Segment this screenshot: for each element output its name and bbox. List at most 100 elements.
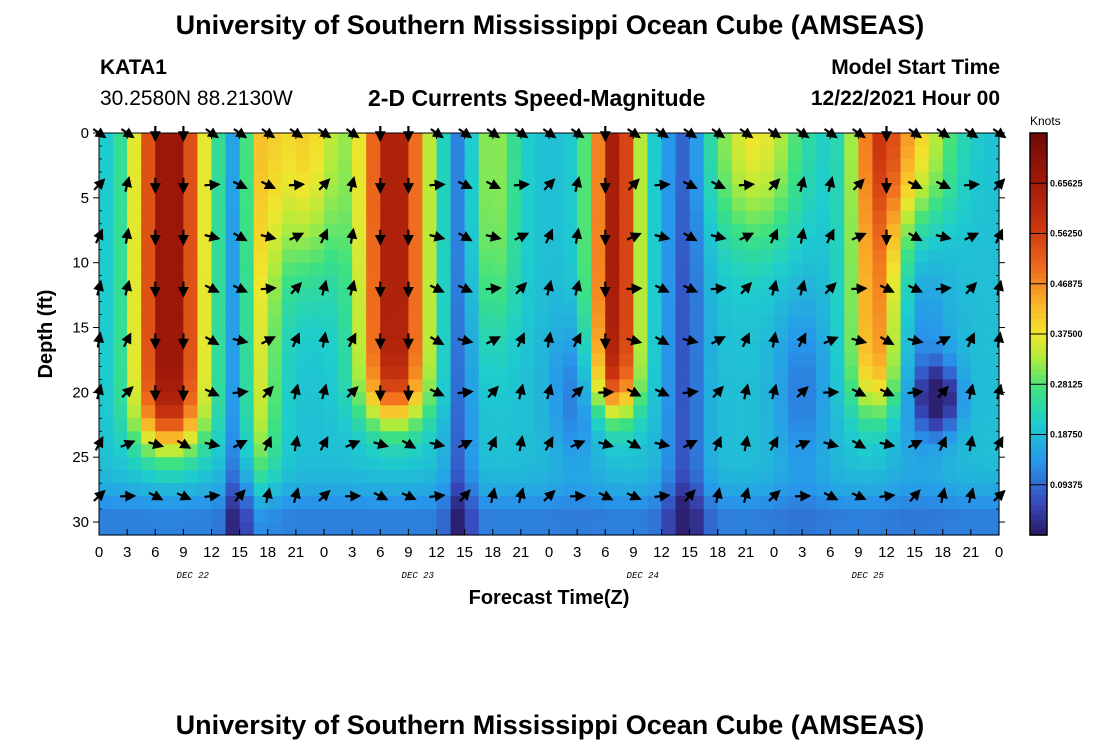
heatmap-cell — [408, 249, 424, 264]
heatmap-cell — [492, 418, 508, 432]
heatmap-cell — [127, 301, 142, 316]
heatmap-cell — [450, 158, 466, 173]
current-vector-arrow — [654, 334, 670, 346]
heatmap-cell — [478, 184, 494, 199]
heatmap-cell — [914, 210, 930, 225]
current-vector-arrow — [682, 179, 698, 190]
heatmap-cell — [647, 197, 663, 212]
x-tick-label: 21 — [738, 544, 755, 561]
heatmap-cell — [872, 509, 888, 523]
heatmap-cell — [211, 353, 227, 368]
heatmap-cell — [745, 171, 761, 186]
footer-title: University of Southern Mississippi Ocean… — [175, 710, 925, 740]
station-id: KATA1 — [100, 56, 167, 79]
heatmap-cell — [267, 262, 283, 277]
heatmap-cell — [127, 509, 142, 523]
heatmap-cell — [703, 483, 719, 497]
x-tick-label: 0 — [320, 544, 328, 561]
colorbar-segment — [1030, 474, 1047, 481]
y-tick-label: 20 — [72, 384, 89, 401]
heatmap-cell — [605, 301, 620, 316]
heatmap-cell — [366, 314, 381, 329]
heatmap-cell — [450, 470, 466, 484]
heatmap-cell — [492, 509, 508, 523]
heatmap-cell — [295, 353, 311, 368]
heatmap-cell — [169, 509, 184, 523]
heatmap-cell — [534, 262, 550, 277]
heatmap-cell — [900, 197, 916, 212]
heatmap-cell — [506, 275, 522, 290]
heatmap-cell — [942, 496, 958, 510]
day-label: DEC 25 — [852, 571, 885, 581]
heatmap-cell — [295, 457, 311, 471]
heatmap-cell — [956, 444, 972, 458]
heatmap-cell — [858, 249, 874, 264]
heatmap-cell — [633, 184, 649, 199]
heatmap-cell — [942, 418, 958, 432]
heatmap-cell — [633, 470, 649, 484]
heatmap-cell — [816, 327, 831, 342]
current-vector-arrow — [515, 435, 527, 452]
heatmap-cell — [113, 197, 128, 212]
colorbar-segment — [1030, 404, 1047, 410]
heatmap-cell — [492, 522, 508, 536]
heatmap-cell — [661, 483, 677, 497]
heatmap-cell — [99, 236, 114, 251]
heatmap-cell — [239, 522, 255, 536]
heatmap-cell — [816, 509, 831, 523]
heatmap-cell — [380, 366, 395, 380]
heatmap-cell — [633, 301, 649, 316]
heatmap-cell — [689, 327, 705, 342]
heatmap-cell — [717, 496, 733, 510]
heatmap-cell — [422, 522, 438, 536]
heatmap-cell — [647, 236, 663, 251]
current-vector-arrow — [964, 232, 980, 243]
colorbar-segment — [1030, 424, 1047, 431]
heatmap-cell — [774, 197, 789, 212]
heatmap-cell — [520, 184, 536, 199]
heatmap-cell — [942, 301, 958, 316]
current-vector-arrow — [965, 383, 976, 400]
heatmap-cell — [253, 340, 269, 355]
heatmap-cell — [281, 457, 297, 471]
heatmap-cell — [534, 133, 550, 147]
heatmap-cell — [802, 197, 817, 212]
heatmap-cell — [928, 158, 944, 173]
model-start-label: Model Start Time — [831, 56, 1000, 79]
heatmap-cell — [647, 444, 663, 458]
heatmap-cell — [422, 236, 438, 251]
heatmap-cell — [239, 366, 255, 380]
heatmap-cell — [774, 509, 789, 523]
heatmap-cell — [802, 288, 817, 303]
heatmap-cell — [380, 262, 395, 277]
heatmap-cell — [534, 301, 550, 316]
heatmap-cell — [759, 405, 775, 419]
colorbar-segment — [1030, 524, 1047, 531]
current-vector-arrow — [318, 178, 331, 191]
heatmap-cell — [225, 366, 241, 380]
heatmap-cell — [689, 314, 705, 329]
heatmap-cell — [984, 327, 1000, 342]
heatmap-cell — [703, 158, 719, 173]
heatmap-cell — [295, 418, 311, 432]
heatmap-cell — [661, 249, 677, 264]
colorbar-segment — [1030, 509, 1047, 516]
heatmap-cell — [872, 340, 888, 355]
heatmap-cell — [563, 236, 578, 251]
heatmap-cell — [141, 301, 156, 316]
heatmap-cell — [183, 340, 199, 355]
heatmap-cell — [563, 379, 578, 393]
heatmap-cell — [450, 236, 466, 251]
heatmap-cell — [956, 249, 972, 264]
heatmap-cell — [520, 145, 536, 160]
heatmap-cell — [366, 171, 381, 186]
current-vector-arrow — [346, 332, 357, 348]
current-vector-arrow — [121, 332, 132, 348]
current-vector-arrow — [768, 436, 779, 451]
heatmap-cell — [774, 288, 789, 303]
heatmap-cell — [352, 184, 367, 199]
heatmap-cell — [450, 210, 466, 225]
heatmap-cell — [492, 197, 508, 212]
heatmap-cell — [928, 314, 944, 329]
heatmap-cell — [478, 353, 494, 368]
